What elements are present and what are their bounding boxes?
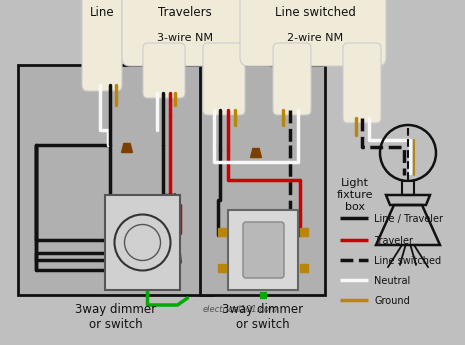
Text: Ground: Ground xyxy=(374,296,410,306)
Text: Line switched: Line switched xyxy=(274,6,355,19)
Text: electrical101.com: electrical101.com xyxy=(202,306,278,315)
Bar xyxy=(105,195,180,290)
FancyBboxPatch shape xyxy=(143,43,185,98)
Text: Line / Traveler: Line / Traveler xyxy=(374,214,443,224)
Text: 3-wire NM: 3-wire NM xyxy=(157,33,213,43)
Bar xyxy=(228,210,298,290)
Text: Light
fixture
box: Light fixture box xyxy=(337,178,373,211)
Polygon shape xyxy=(251,148,261,158)
FancyBboxPatch shape xyxy=(203,43,245,115)
Text: 3way dimmer
or switch: 3way dimmer or switch xyxy=(75,303,156,331)
Bar xyxy=(200,65,325,295)
FancyBboxPatch shape xyxy=(343,43,381,123)
Text: Line switched: Line switched xyxy=(374,256,441,266)
FancyBboxPatch shape xyxy=(122,0,276,66)
Polygon shape xyxy=(122,144,133,152)
Bar xyxy=(402,181,414,195)
Bar xyxy=(18,65,213,295)
Text: 2-wire NM: 2-wire NM xyxy=(287,33,343,43)
FancyBboxPatch shape xyxy=(243,222,284,278)
Text: Traveler: Traveler xyxy=(374,236,413,246)
FancyBboxPatch shape xyxy=(240,0,386,66)
FancyBboxPatch shape xyxy=(273,43,311,115)
FancyBboxPatch shape xyxy=(82,0,122,91)
Text: Neutral: Neutral xyxy=(374,276,410,286)
Text: Travelers: Travelers xyxy=(158,6,212,19)
Text: 3way dimmer
or switch: 3way dimmer or switch xyxy=(222,303,303,331)
Text: Line: Line xyxy=(90,6,114,19)
